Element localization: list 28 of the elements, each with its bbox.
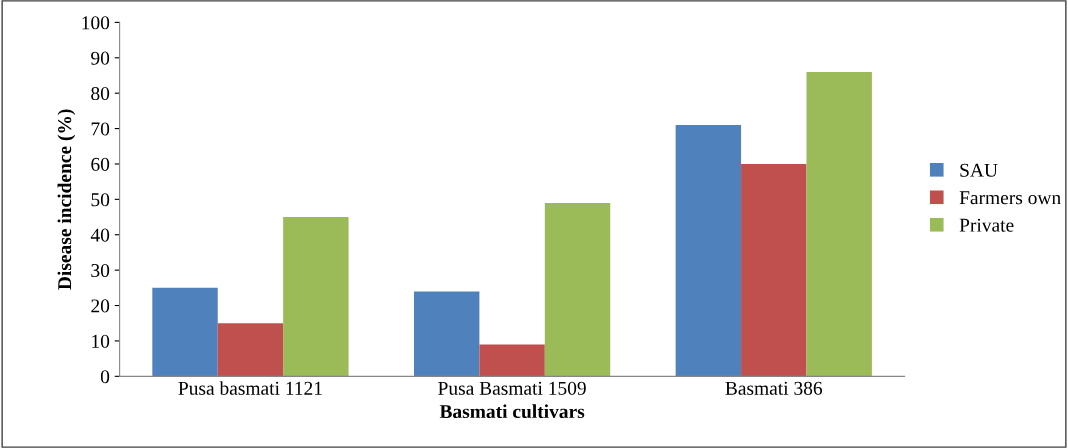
y-tick-label: 0 [100, 370, 110, 384]
x-tick-label: Basmati 386 [725, 381, 823, 395]
y-tick-label: 10 [92, 334, 110, 348]
bar [217, 323, 284, 377]
y-tick-label: 70 [91, 122, 110, 136]
y-tick-label: 100 [82, 16, 110, 30]
x-tick-label: Pusa Basmati 1509 [438, 381, 586, 395]
legend-label: Private [959, 218, 1014, 232]
y-tick-label: 40 [90, 228, 110, 242]
bar [544, 202, 611, 377]
bar [675, 125, 742, 377]
x-axis-title: Basmati cultivars [439, 404, 585, 419]
bar [479, 344, 545, 377]
y-tick-label: 20 [91, 299, 110, 313]
y-tick-label: 50 [91, 193, 110, 207]
y-tick-label: 80 [91, 87, 110, 101]
bar [283, 217, 349, 377]
y-axis-title: Disease incidence (%) [57, 109, 76, 290]
legend-label: Farmers own [959, 191, 1061, 205]
y-tick-label: 30 [91, 263, 110, 278]
bar [413, 291, 480, 377]
legend-label: SAU [960, 163, 998, 177]
bar [806, 71, 872, 377]
y-tick-label: 60 [91, 157, 110, 171]
bar [741, 163, 807, 377]
bar [152, 287, 218, 377]
x-tick-label: Pusa basmati 1121 [178, 381, 322, 395]
y-tick-label: 90 [91, 51, 110, 65]
